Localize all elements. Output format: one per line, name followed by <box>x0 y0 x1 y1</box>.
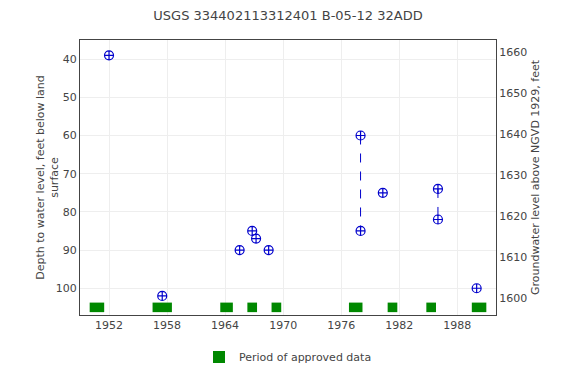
svg-text:1610: 1610 <box>499 251 527 264</box>
svg-text:1976: 1976 <box>327 319 355 332</box>
svg-text:1970: 1970 <box>269 319 297 332</box>
svg-text:1958: 1958 <box>153 319 181 332</box>
svg-text:Period of approved data: Period of approved data <box>239 351 371 364</box>
svg-text:1620: 1620 <box>499 210 527 223</box>
svg-text:1650: 1650 <box>499 87 527 100</box>
svg-text:1982: 1982 <box>385 319 413 332</box>
svg-text:80: 80 <box>63 206 77 219</box>
svg-text:100: 100 <box>56 282 77 295</box>
svg-text:1660: 1660 <box>499 46 527 59</box>
svg-text:1988: 1988 <box>443 319 471 332</box>
svg-text:70: 70 <box>63 168 77 181</box>
svg-text:40: 40 <box>63 53 77 66</box>
svg-text:60: 60 <box>63 129 77 142</box>
svg-text:90: 90 <box>63 244 77 257</box>
svg-text:50: 50 <box>63 91 77 104</box>
svg-text:Depth to water level, feet bel: Depth to water level, feet below landsur… <box>34 75 61 280</box>
svg-text:1964: 1964 <box>211 319 239 332</box>
svg-text:1640: 1640 <box>499 128 527 141</box>
svg-text:Groundwater level above NGVD 1: Groundwater level above NGVD 1929, feet <box>529 59 542 295</box>
svg-text:1600: 1600 <box>499 292 527 305</box>
svg-text:1630: 1630 <box>499 169 527 182</box>
svg-text:1952: 1952 <box>95 319 123 332</box>
svg-text:USGS 334402113312401 B-05-12 3: USGS 334402113312401 B-05-12 32ADD <box>153 8 422 23</box>
